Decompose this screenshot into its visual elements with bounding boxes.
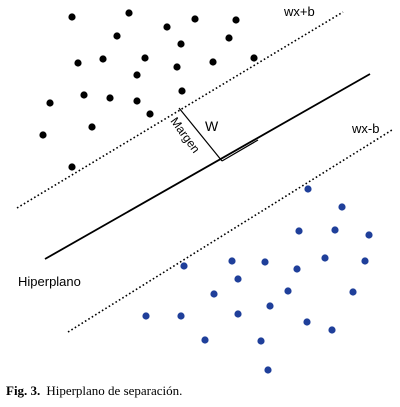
class-a-point bbox=[46, 99, 54, 107]
class-a-point bbox=[133, 71, 141, 79]
margin-bracket-top bbox=[178, 107, 223, 162]
upper-margin-label: wx+b bbox=[283, 4, 315, 19]
class-a-point bbox=[133, 97, 141, 105]
class-b-point bbox=[266, 302, 274, 310]
class-a-point bbox=[191, 15, 199, 23]
class-a-point bbox=[68, 163, 76, 171]
class-b-points bbox=[142, 185, 373, 374]
class-b-point bbox=[349, 288, 357, 296]
class-a-point bbox=[39, 131, 47, 139]
class-b-point bbox=[177, 312, 185, 320]
class-b-point bbox=[257, 337, 265, 345]
class-b-point bbox=[261, 258, 269, 266]
class-a-point bbox=[74, 59, 82, 67]
lower-margin-line bbox=[67, 129, 393, 333]
hyperplane-line bbox=[44, 73, 371, 260]
class-b-point bbox=[210, 290, 218, 298]
class-b-point bbox=[234, 310, 242, 318]
caption-number: Fig. 3. bbox=[6, 383, 41, 398]
class-b-point bbox=[365, 231, 373, 239]
class-b-point bbox=[142, 312, 150, 320]
class-a-point bbox=[125, 9, 133, 17]
class-b-point bbox=[234, 275, 242, 283]
class-b-point bbox=[321, 254, 329, 262]
lower-margin-label: wx-b bbox=[351, 121, 379, 136]
class-a-point bbox=[141, 54, 149, 62]
weight-label: W bbox=[205, 118, 219, 134]
class-a-points bbox=[39, 9, 258, 171]
class-a-point bbox=[177, 40, 185, 48]
class-a-point bbox=[88, 123, 96, 131]
class-a-point bbox=[178, 87, 186, 95]
class-a-point bbox=[225, 34, 233, 42]
class-a-point bbox=[99, 55, 107, 63]
class-b-point bbox=[361, 257, 369, 265]
upper-margin-line bbox=[16, 11, 344, 209]
class-a-point bbox=[173, 63, 181, 71]
class-b-point bbox=[284, 287, 292, 295]
class-b-point bbox=[264, 366, 272, 374]
class-b-point bbox=[295, 227, 303, 235]
class-b-point bbox=[303, 318, 311, 326]
class-a-point bbox=[106, 94, 114, 102]
class-b-point bbox=[228, 257, 236, 265]
class-b-point bbox=[328, 326, 336, 334]
class-b-point bbox=[304, 185, 312, 193]
margin-label: Margen bbox=[168, 115, 203, 156]
class-b-point bbox=[338, 203, 346, 211]
class-a-point bbox=[113, 32, 121, 40]
class-a-point bbox=[209, 58, 217, 66]
class-b-point bbox=[201, 336, 209, 344]
caption-text: Hiperplano de separación. bbox=[46, 383, 183, 398]
class-a-point bbox=[250, 54, 258, 62]
class-b-point bbox=[180, 262, 188, 270]
class-b-point bbox=[331, 226, 339, 234]
class-a-point bbox=[163, 23, 171, 31]
class-a-point bbox=[80, 91, 88, 99]
class-a-point bbox=[68, 13, 76, 21]
hyperplane-label: Hiperplano bbox=[18, 274, 81, 289]
figure-caption: Fig. 3. Hiperplano de separación. bbox=[6, 383, 182, 399]
margin-bracket-side bbox=[221, 139, 259, 162]
class-b-point bbox=[293, 265, 301, 273]
class-a-point bbox=[232, 16, 240, 24]
class-a-point bbox=[146, 110, 154, 118]
